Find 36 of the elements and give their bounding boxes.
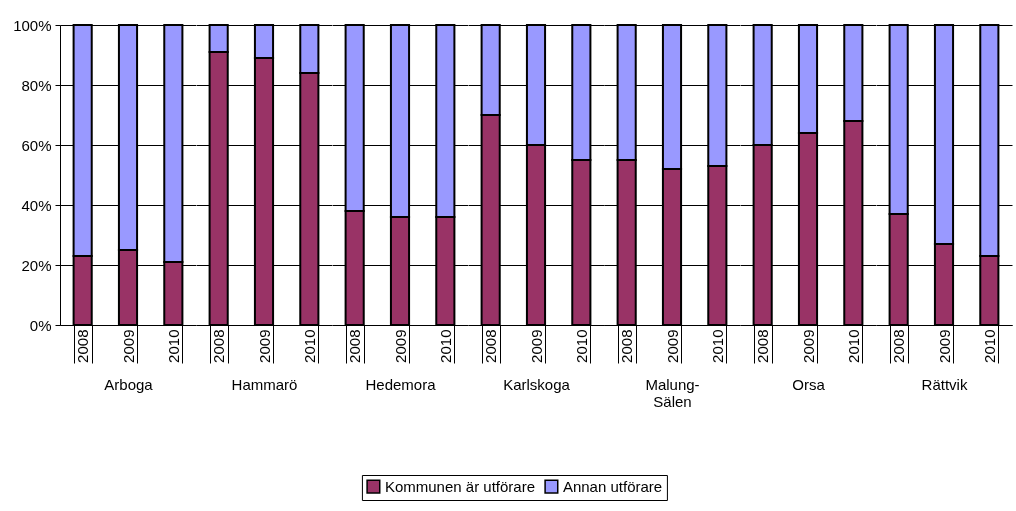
x-tick-label: 2009 [119,329,137,363]
x-tick-label: 2009 [799,329,817,363]
x-tick-label: 2010 [300,329,318,363]
x-axis-title: Rättvik [921,376,968,393]
x-axis-title: Karlskoga [503,376,571,393]
x-tick-label: 2010 [572,329,590,363]
y-tick-label: 80% [21,76,52,94]
x-axis-title: Orsa [792,376,826,393]
x-tick-label: 2010 [980,329,998,363]
x-tick-label: 2010 [708,329,726,363]
x-tick-label: 2008 [754,329,772,363]
x-tick-label: 2009 [255,329,273,363]
x-tick-label: 2008 [210,329,228,363]
x-tick-label: 2008 [346,329,364,363]
x-tick-label: 2008 [890,329,908,363]
x-tick-label: 2009 [527,329,545,363]
x-axis-title: Arboga [104,376,154,393]
x-tick-label: 2008 [74,329,92,363]
x-tick-label: 2009 [663,329,681,363]
x-tick-label: 2010 [164,329,182,363]
y-tick-label: 20% [21,256,52,274]
y-tick-label: 100% [13,16,52,34]
x-axis-title: Hedemora [365,376,437,393]
x-tick-label: 2010 [436,329,454,363]
legend-label: Kommunen är utförare [384,477,535,495]
y-tick-label: 40% [21,196,52,214]
y-tick-label: 0% [29,316,52,334]
x-axis-title: Malung-Sälen [645,376,700,410]
x-tick-label: 2010 [844,329,862,363]
x-tick-label: 2009 [935,329,953,363]
x-tick-label: 2009 [391,329,409,363]
y-tick-label: 60% [21,136,52,154]
legend-label: Annan utförare [562,477,663,495]
x-tick-label: 2008 [618,329,636,363]
x-axis-title: Hammarö [231,376,298,393]
x-tick-label: 2008 [482,329,500,363]
